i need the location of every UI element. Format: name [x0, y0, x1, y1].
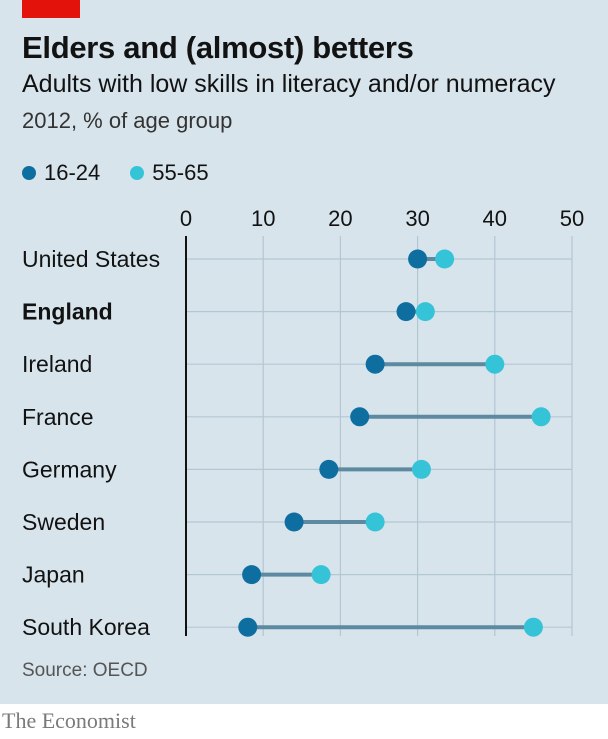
legend-dot-55-65	[130, 166, 145, 180]
data-point-16-24	[238, 617, 258, 637]
category-label: England	[22, 299, 113, 325]
data-point-55-65	[531, 407, 551, 427]
category-label: Sweden	[22, 509, 105, 535]
data-point-55-65	[311, 565, 331, 585]
legend-dot-16-24	[22, 166, 36, 180]
legend-label-16-24: 16-24	[44, 160, 101, 185]
x-tick-label-0: 0	[180, 206, 192, 231]
category-label: Germany	[22, 456, 117, 482]
data-point-16-24	[319, 459, 339, 479]
dumbbell-chart: 0 10 20 30 40 50 United States England Ireland Fr…	[22, 206, 584, 640]
data-point-55-65	[435, 249, 455, 269]
x-tick-label-40: 40	[483, 206, 507, 231]
chart-subtitle: Adults with low skills in literacy and/o…	[22, 70, 556, 98]
legend-item-16-24: 16-24	[22, 160, 100, 186]
economist-logo: The Economist	[2, 708, 136, 733]
x-tick-label-30: 30	[405, 206, 429, 231]
chart-title: Elders and (almost) betters	[22, 30, 414, 65]
data-point-55-65	[411, 459, 431, 479]
data-point-16-24	[284, 512, 304, 532]
source-note: Source: OECD	[22, 660, 148, 681]
category-label: United States	[22, 246, 160, 272]
legend-label-55-65: 55-65	[152, 160, 209, 185]
data-point-55-65	[485, 354, 505, 374]
data-point-55-65	[523, 617, 543, 637]
category-label: Ireland	[22, 351, 92, 377]
category-label: France	[22, 404, 94, 430]
data-point-16-24	[365, 354, 385, 374]
brand-red-tag	[22, 0, 80, 18]
legend-item-55-65: 55-65	[130, 160, 209, 186]
data-point-16-24	[242, 565, 262, 585]
x-tick-label-20: 20	[328, 206, 352, 231]
data-point-55-65	[415, 302, 435, 322]
x-tick-label-10: 10	[251, 206, 275, 231]
data-point-16-24	[350, 407, 370, 427]
chart-unit: 2012, % of age group	[22, 108, 233, 133]
data-point-16-24	[396, 302, 416, 322]
data-point-16-24	[408, 249, 428, 269]
x-tick-label-50: 50	[560, 206, 584, 231]
legend: 16-24 55-65	[22, 160, 239, 186]
data-point-55-65	[365, 512, 385, 532]
chart-panel	[0, 0, 608, 704]
category-label: Japan	[22, 562, 85, 588]
category-label: South Korea	[22, 614, 150, 640]
